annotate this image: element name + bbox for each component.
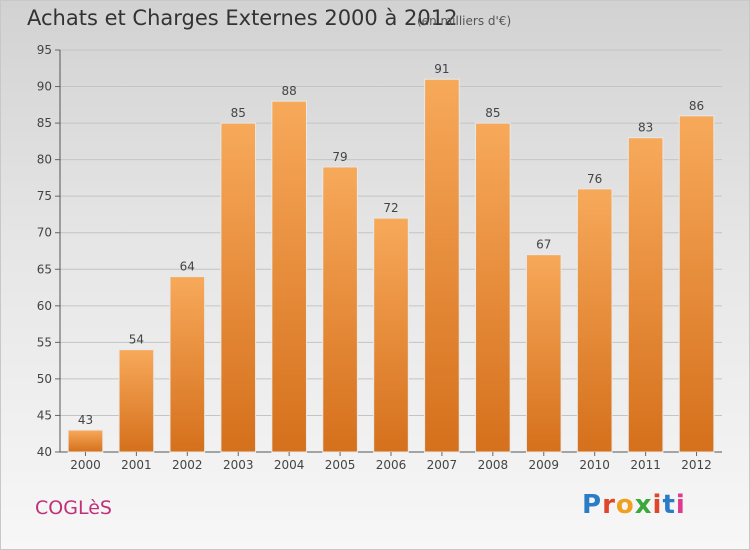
bar-2007 <box>424 78 460 453</box>
bar-2008 <box>475 122 511 453</box>
data-label: 85 <box>485 106 500 120</box>
x-tick-label: 2007 <box>427 458 458 472</box>
data-label: 54 <box>129 333 144 347</box>
logo-letter: P <box>582 490 603 520</box>
logo-letter: r <box>602 490 616 520</box>
data-labels: 43 54 64 85 88 79 72 91 85 67 76 83 86 <box>78 62 704 427</box>
y-tick-label: 65 <box>37 262 52 276</box>
y-tick-label: 85 <box>37 116 52 130</box>
bar-2012 <box>678 115 715 453</box>
bar-2002 <box>169 276 206 453</box>
bar-2009 <box>525 254 562 453</box>
x-tick-label: 2001 <box>121 458 152 472</box>
data-label: 79 <box>332 150 347 164</box>
data-label: 64 <box>180 260 195 274</box>
x-tick-label: 2008 <box>478 458 509 472</box>
bar-2003 <box>220 122 257 453</box>
logo-letter: i <box>652 490 663 520</box>
y-tick-label: 50 <box>37 372 52 386</box>
bar-2001 <box>118 349 155 453</box>
data-label: 91 <box>434 62 449 76</box>
x-tick-label: 2000 <box>70 458 101 472</box>
data-label: 43 <box>78 413 93 427</box>
chart-subtitle: (en milliers d'€) <box>417 14 512 28</box>
bars <box>67 78 715 453</box>
bar-2010 <box>576 188 613 453</box>
logo-letter: i <box>675 490 686 520</box>
logo-letter: t <box>662 490 676 520</box>
bar-2004 <box>271 100 307 453</box>
chart-title: Achats et Charges Externes 2000 à 2012 <box>27 6 458 30</box>
x-tick-label: 2005 <box>325 458 356 472</box>
y-tick-labels: 40 45 50 55 60 65 70 75 80 85 90 95 <box>37 43 52 459</box>
bar-2000 <box>67 429 104 453</box>
y-tick-label: 80 <box>37 153 52 167</box>
data-label: 83 <box>638 121 653 135</box>
x-tick-label: 2002 <box>172 458 203 472</box>
x-tick-labels: 2000 2001 2002 2003 2004 2005 2006 2007 2008 2009… <box>70 452 712 472</box>
data-label: 86 <box>689 99 704 113</box>
x-tick-label: 2004 <box>274 458 305 472</box>
proxiti-logo[interactable]: Proxiti <box>582 490 686 520</box>
data-label: 72 <box>383 201 398 215</box>
logo-letter: x <box>634 490 653 520</box>
bar-2005 <box>322 166 358 453</box>
data-label: 88 <box>282 84 297 98</box>
x-tick-label: 2003 <box>223 458 254 472</box>
x-tick-label: 2012 <box>681 458 712 472</box>
bar-2006 <box>373 217 409 453</box>
x-tick-label: 2009 <box>528 458 559 472</box>
x-tick-label: 2011 <box>630 458 661 472</box>
y-tick-label: 70 <box>37 226 52 240</box>
data-label: 85 <box>231 106 246 120</box>
data-label: 67 <box>536 238 551 252</box>
y-tick-label: 75 <box>37 189 52 203</box>
x-tick-label: 2006 <box>376 458 407 472</box>
x-tick-label: 2010 <box>579 458 610 472</box>
y-tick-label: 40 <box>37 445 52 459</box>
y-tick-label: 90 <box>37 80 52 94</box>
commune-name: COGLèS <box>35 497 112 519</box>
logo-letter: o <box>615 490 635 520</box>
bar-2011 <box>627 137 664 453</box>
y-tick-label: 45 <box>37 408 52 422</box>
y-tick-label: 55 <box>37 335 52 349</box>
y-tick-label: 60 <box>37 299 52 313</box>
y-tick-label: 95 <box>37 43 52 57</box>
data-label: 76 <box>587 172 602 186</box>
